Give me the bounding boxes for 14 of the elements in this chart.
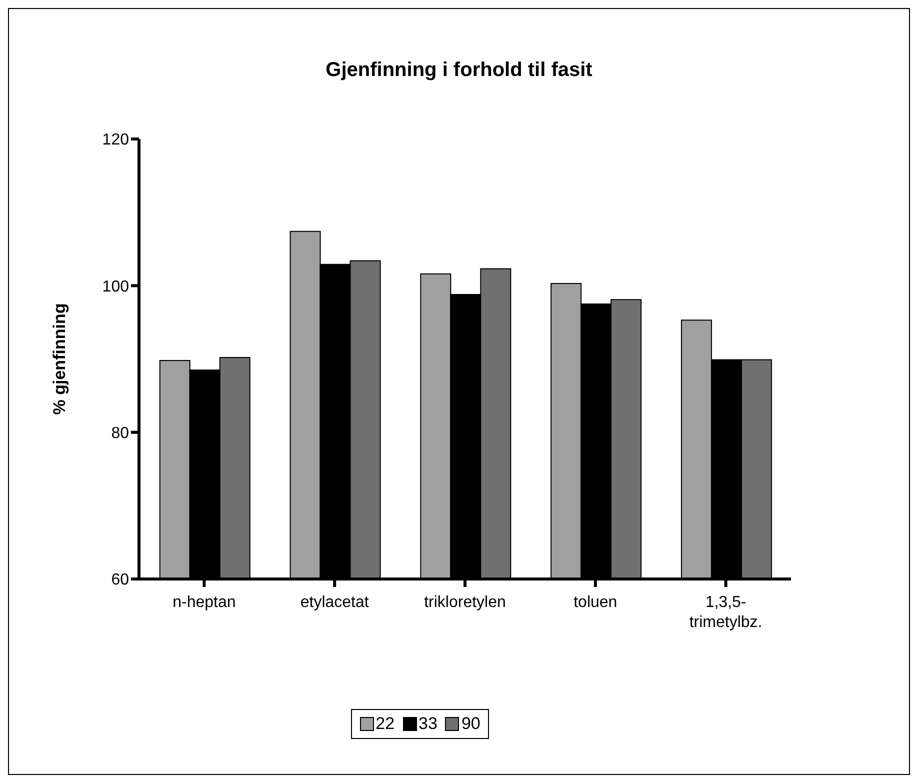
- y-tick-label: 120: [102, 132, 130, 149]
- y-tick-label: 60: [111, 572, 130, 589]
- legend-label: 90: [460, 714, 480, 734]
- y-tick-label: 100: [102, 278, 130, 296]
- x-tick-label: 1,3,5-trimetylbz.: [689, 594, 762, 631]
- x-tick-label: n-heptan: [172, 594, 236, 611]
- x-tick-label: etylacetat: [300, 594, 370, 611]
- y-tick-label: 80: [111, 425, 130, 442]
- chart-title: Gjenfinning i forhold til fasit: [324, 58, 594, 83]
- legend-label: 33: [418, 714, 438, 734]
- legend-label: 22: [374, 714, 395, 734]
- y-axis-title: % gjenfinning: [50, 303, 70, 415]
- x-tick-label: trikloretylen: [424, 594, 506, 611]
- x-tick-label: toluen: [574, 594, 618, 611]
